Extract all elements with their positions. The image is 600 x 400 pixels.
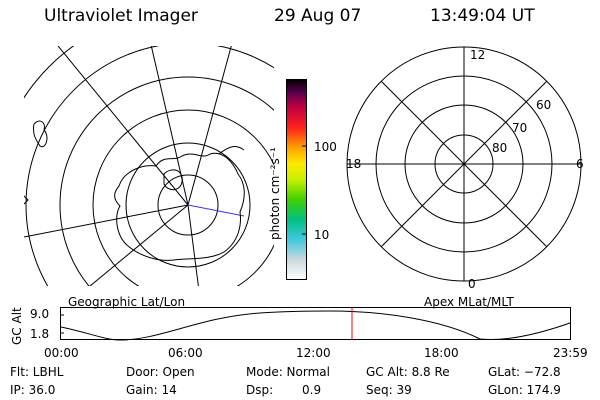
timeline-ylabel: GC Alt bbox=[10, 307, 24, 345]
timeline-xtick-4: 23:59 bbox=[553, 346, 588, 360]
timeline-xtick-3: 18:00 bbox=[424, 346, 459, 360]
timeline-ytick-bottom: 1.8 bbox=[30, 327, 50, 341]
date-label: 29 Aug 07 bbox=[274, 6, 362, 26]
ip-info: IP: 36.0 bbox=[10, 383, 56, 397]
mlt-label-18: 18 bbox=[346, 157, 362, 171]
mlat-label-60: 60 bbox=[536, 98, 552, 112]
time-label: 13:49:04 UT bbox=[430, 6, 535, 26]
left-panel-caption: Geographic Lat/Lon bbox=[68, 295, 186, 309]
dsp-label: Dsp: bbox=[246, 383, 274, 397]
glon-info: GLon: 174.9 bbox=[488, 383, 561, 397]
timeline-xtick-2: 12:00 bbox=[296, 346, 331, 360]
right-panel-caption: Apex MLat/MLT bbox=[424, 295, 514, 309]
colorbar-tick-100: 100 bbox=[314, 140, 337, 154]
geographic-map bbox=[24, 46, 274, 286]
altitude-timeline bbox=[60, 307, 571, 341]
dsp-value: 0.9 bbox=[302, 383, 322, 397]
filter-info: Flt: LBHL bbox=[10, 365, 64, 379]
door-info: Door: Open bbox=[126, 365, 195, 379]
mode-info: Mode: Normal bbox=[246, 365, 330, 379]
mlt-label-6: 6 bbox=[576, 157, 584, 171]
mlt-label-0: 0 bbox=[468, 277, 476, 291]
color-scale-bar bbox=[286, 79, 307, 280]
seq-info: Seq: 39 bbox=[366, 383, 412, 397]
colorbar-unit-label: photon cm⁻²s⁻¹ bbox=[268, 147, 282, 240]
timeline-xtick-1: 06:00 bbox=[168, 346, 203, 360]
gain-info: Gain: 14 bbox=[126, 383, 177, 397]
timeline-ytick-top: 9.0 bbox=[30, 307, 50, 321]
colorbar-tick-10: 10 bbox=[314, 228, 330, 242]
mlat-mlt-polar-plot bbox=[346, 46, 582, 282]
mlt-label-12: 12 bbox=[470, 48, 486, 62]
mlat-label-80: 80 bbox=[492, 141, 508, 155]
timeline-xtick-0: 00:00 bbox=[44, 346, 79, 360]
gc-alt-info: GC Alt: 8.8 Re bbox=[366, 365, 450, 379]
mlat-label-70: 70 bbox=[512, 121, 528, 135]
app-title: Ultraviolet Imager bbox=[44, 6, 198, 26]
glat-info: GLat: −72.8 bbox=[488, 365, 561, 379]
